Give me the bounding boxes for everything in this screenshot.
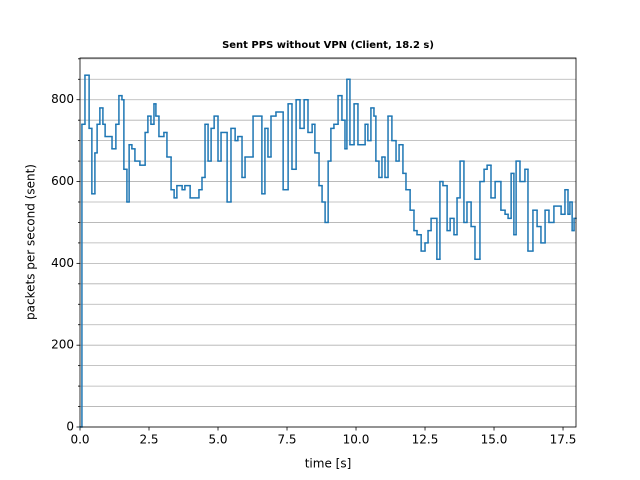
y-tick-label: 800 bbox=[51, 92, 74, 106]
x-tick-label: 0.0 bbox=[70, 433, 89, 447]
y-tick-label: 400 bbox=[51, 256, 74, 270]
x-tick-label: 17.5 bbox=[550, 433, 577, 447]
y-tick-label: 600 bbox=[51, 174, 74, 188]
chart-title: Sent PPS without VPN (Client, 18.2 s) bbox=[222, 40, 434, 51]
x-tick-label: 2.5 bbox=[139, 433, 158, 447]
step-riser bbox=[81, 75, 575, 427]
y-axis-label: packets per second (sent) bbox=[24, 164, 38, 320]
x-tick-label: 15.0 bbox=[481, 433, 508, 447]
x-tick-label: 10.0 bbox=[343, 433, 370, 447]
y-tick-label: 200 bbox=[51, 338, 74, 352]
x-tick-label: 7.5 bbox=[277, 433, 296, 447]
y-tick-label: 0 bbox=[66, 420, 74, 434]
x-tick-label: 12.5 bbox=[412, 433, 439, 447]
x-axis-label: time [s] bbox=[305, 457, 352, 471]
x-tick-label: 5.0 bbox=[208, 433, 227, 447]
plot-frame bbox=[79, 57, 577, 428]
